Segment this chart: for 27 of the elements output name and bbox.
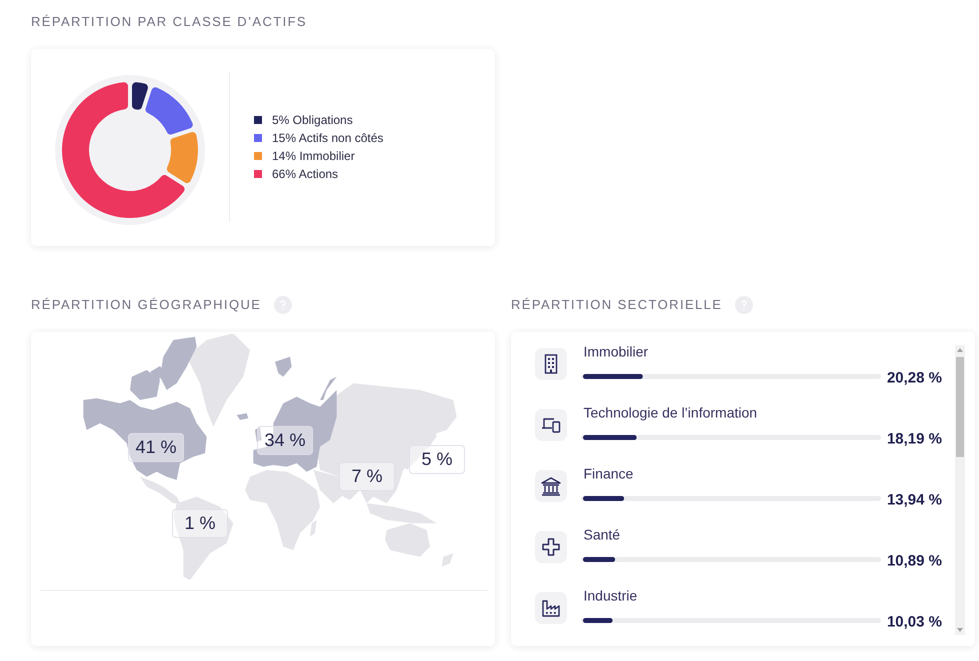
chart-title: RÉPARTITION SECTORIELLE <box>511 296 722 314</box>
data-label: 18,19 % <box>886 430 942 448</box>
legend-label: 14% Immobilier <box>272 149 355 163</box>
y-tick-label: Finance <box>584 466 634 482</box>
legend-label: 15% Actifs non côtés <box>272 131 384 145</box>
data-label: 1 % <box>184 513 216 533</box>
data-label: 34 % <box>264 430 306 450</box>
bar <box>583 496 624 501</box>
data-label: 5 % <box>421 449 453 469</box>
bar <box>583 435 637 440</box>
legend-label: 5% Obligations <box>272 113 353 127</box>
data-label: 41 % <box>135 437 177 457</box>
bar <box>583 618 613 623</box>
text: RÉPARTITION GÉOGRAPHIQUE <box>31 296 262 314</box>
bar <box>583 374 643 379</box>
chart-title: RÉPARTITION PAR CLASSE D’ACTIFS <box>31 13 307 31</box>
y-tick-label: Santé <box>584 526 620 542</box>
y-tick-label: Technologie de l’information <box>584 404 758 420</box>
data-label: 13,94 % <box>886 492 942 508</box>
bar <box>583 557 616 562</box>
data-label: 10,89 % <box>886 552 942 570</box>
data-label: 7 % <box>351 466 383 486</box>
data-label: 10,03 % <box>886 614 942 630</box>
legend-label: 66% Actions <box>272 167 338 181</box>
y-tick-label: Industrie <box>584 588 638 604</box>
data-label: 20,28 % <box>886 370 942 386</box>
y-tick-label: Immobilier <box>584 344 648 360</box>
